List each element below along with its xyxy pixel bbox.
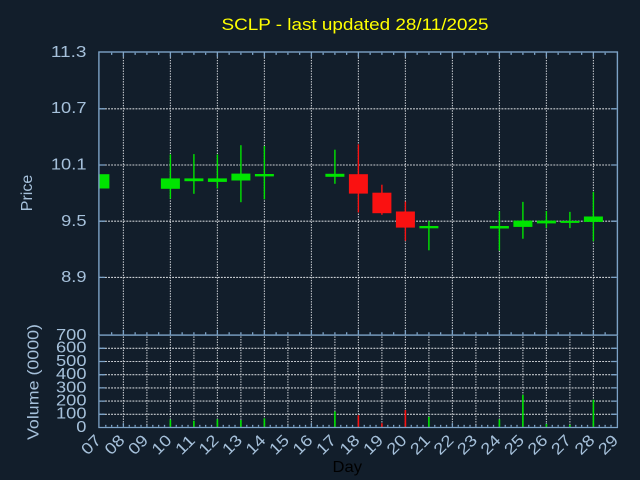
svg-text:10.1: 10.1 bbox=[51, 157, 87, 174]
svg-text:300: 300 bbox=[56, 379, 87, 396]
svg-text:400: 400 bbox=[56, 366, 87, 383]
svg-text:10.7: 10.7 bbox=[51, 100, 87, 117]
svg-text:100: 100 bbox=[56, 406, 87, 423]
svg-text:Day: Day bbox=[333, 459, 363, 476]
svg-text:SCLP - last updated 28/11/2025: SCLP - last updated 28/11/2025 bbox=[222, 15, 489, 34]
svg-text:200: 200 bbox=[56, 393, 87, 410]
svg-text:600: 600 bbox=[56, 340, 87, 357]
svg-text:700: 700 bbox=[56, 327, 87, 344]
svg-text:Volume (0000): Volume (0000) bbox=[26, 324, 43, 440]
svg-text:Price: Price bbox=[19, 175, 36, 212]
svg-text:0: 0 bbox=[76, 419, 86, 436]
svg-text:500: 500 bbox=[56, 353, 87, 370]
svg-text:9.5: 9.5 bbox=[61, 213, 87, 230]
svg-text:11.3: 11.3 bbox=[51, 44, 87, 61]
svg-text:8.9: 8.9 bbox=[61, 269, 87, 286]
